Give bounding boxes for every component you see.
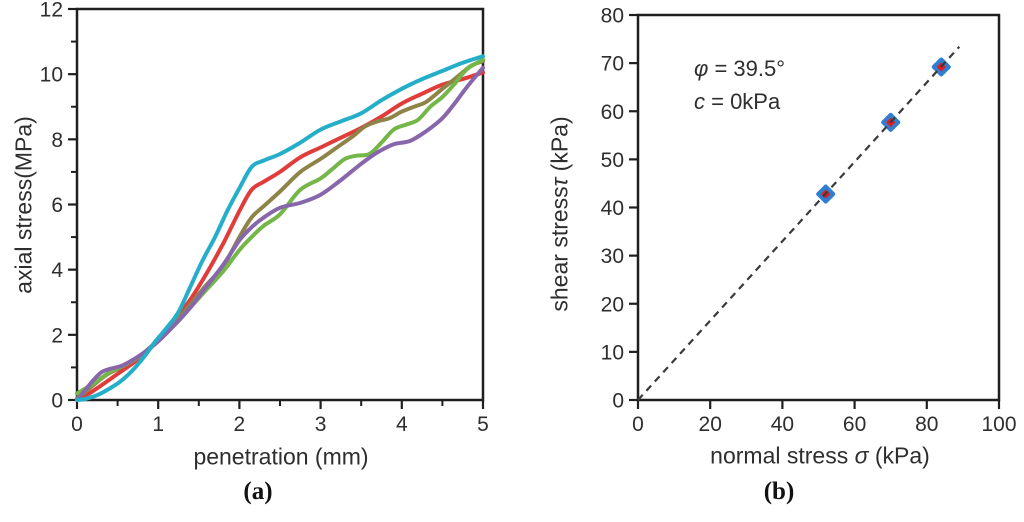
svg-text:4: 4: [51, 259, 63, 282]
panel-a-series: [75, 54, 485, 402]
svg-text:30: 30: [601, 245, 624, 268]
svg-text:0: 0: [632, 413, 644, 436]
svg-text:0: 0: [612, 390, 624, 413]
annotation-line-phi: φ = 39.5°: [694, 52, 785, 85]
sigma-symbol: σ: [854, 442, 869, 469]
svg-text:3: 3: [315, 413, 327, 436]
panel-a-caption: (a): [243, 478, 273, 505]
curve-green: [75, 57, 485, 396]
svg-text:100: 100: [981, 413, 1016, 436]
curve-red: [75, 70, 485, 402]
panel-b-x-title-unit: (kPa): [868, 442, 930, 469]
c-symbol: c: [694, 89, 705, 114]
tau-symbol: τ: [546, 177, 573, 187]
panel-b-x-axis-title: normal stress σ (kPa): [710, 443, 930, 470]
svg-text:4: 4: [396, 413, 408, 436]
svg-text:2: 2: [51, 324, 63, 347]
svg-text:60: 60: [843, 413, 866, 436]
friction-angle-annotation: φ = 39.5° c = 0kPa: [694, 52, 785, 118]
panel-b-y-title-unit: (kPa): [546, 116, 573, 178]
panel-b-axes: 0 20 40 60 80 100 0 10 20 30 40 50 60 70 80: [601, 5, 1017, 437]
c-value: = 0kPa: [705, 89, 781, 114]
curve-cyan: [75, 54, 485, 402]
panel-b-x-title-text: normal stress: [710, 442, 855, 469]
svg-text:70: 70: [601, 53, 624, 76]
svg-text:1: 1: [152, 413, 164, 436]
panel-b-y-title-text: shear stress: [546, 186, 573, 312]
annotation-line-c: c = 0kPa: [694, 85, 785, 118]
svg-text:12: 12: [40, 0, 63, 22]
svg-text:5: 5: [477, 413, 489, 436]
panel-b-y-axis-title: shear stressτ (kPa): [547, 116, 574, 311]
svg-text:2: 2: [234, 413, 246, 436]
svg-text:80: 80: [601, 5, 624, 28]
svg-text:0: 0: [71, 413, 83, 436]
panel-a-x-axis-title: penetration (mm): [193, 443, 369, 470]
curve-olive: [75, 59, 485, 401]
panel-b-caption: (b): [763, 478, 795, 505]
svg-text:20: 20: [601, 293, 624, 316]
svg-text:10: 10: [601, 341, 624, 364]
svg-text:10: 10: [40, 64, 63, 87]
failure-envelope-trendline: [637, 46, 961, 401]
svg-text:40: 40: [601, 197, 624, 220]
curve-purple: [75, 65, 485, 402]
svg-text:40: 40: [771, 413, 794, 436]
svg-text:60: 60: [601, 101, 624, 124]
svg-text:8: 8: [51, 129, 63, 152]
phi-symbol: φ: [694, 56, 709, 81]
panel-a-y-axis-title: axial stress(MPa): [10, 116, 37, 294]
svg-text:20: 20: [699, 413, 722, 436]
phi-value: = 39.5°: [708, 56, 786, 81]
svg-text:0: 0: [51, 390, 63, 413]
svg-text:6: 6: [51, 194, 63, 217]
svg-text:80: 80: [915, 413, 938, 436]
svg-text:50: 50: [601, 149, 624, 172]
